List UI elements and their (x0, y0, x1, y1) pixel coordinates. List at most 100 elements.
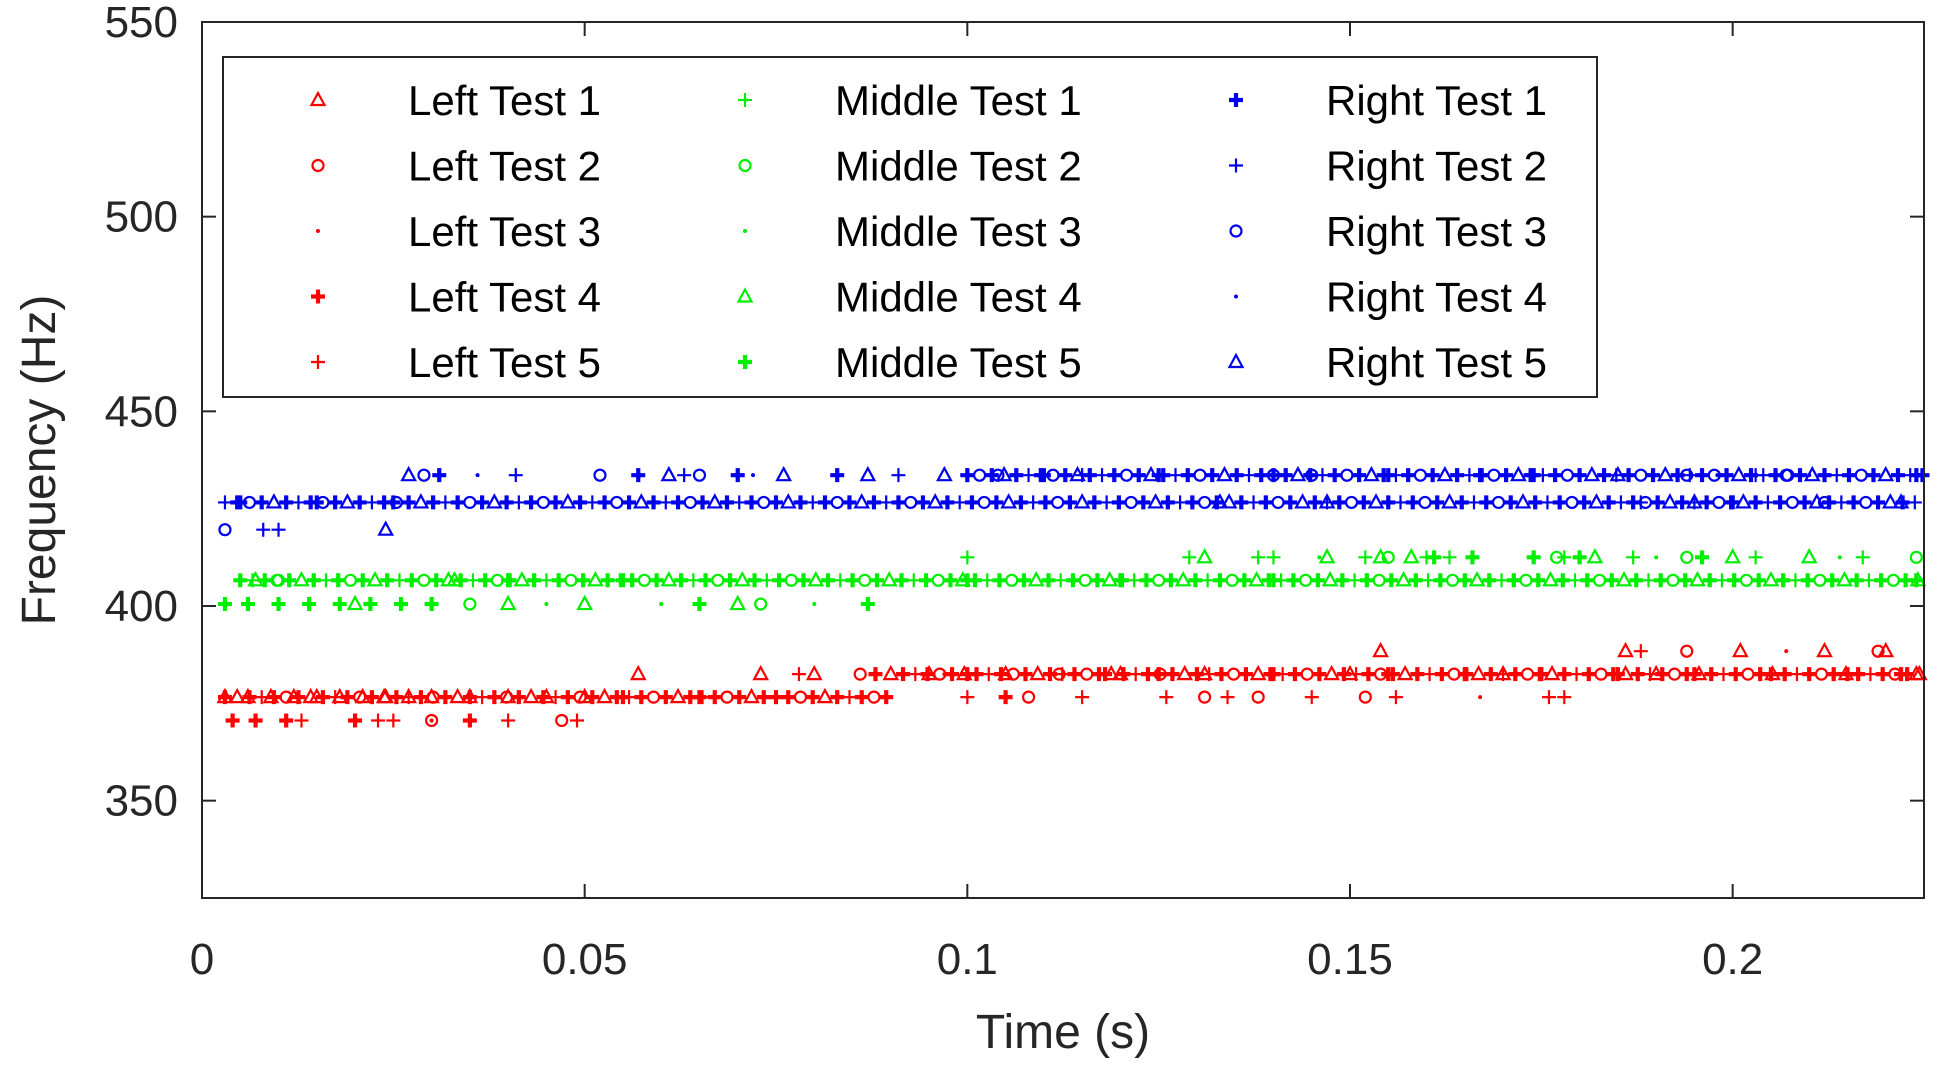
data-point (1646, 468, 1661, 483)
data-point (555, 713, 569, 728)
data-point (660, 465, 678, 482)
x-axis-title: Time (s) (976, 1006, 1150, 1059)
data-point (366, 570, 384, 587)
data-point (1402, 548, 1420, 564)
data-point (1613, 495, 1628, 510)
data-point (615, 690, 630, 705)
data-point (730, 468, 745, 483)
data-point (389, 690, 404, 705)
data-point (538, 687, 555, 704)
data-point (866, 495, 881, 510)
data-point (1506, 573, 1521, 588)
legend: Left Test 1 Left Test 2 Left Test 3 Left Te… (222, 56, 1598, 398)
data-point (1196, 664, 1213, 681)
data-point (1586, 548, 1604, 564)
data-point (960, 690, 975, 705)
data-point (1361, 667, 1376, 682)
data-point (1465, 550, 1480, 565)
data-point (524, 495, 539, 510)
data-point (1730, 465, 1748, 482)
data-point (1834, 495, 1849, 510)
data-point (1401, 468, 1416, 483)
data-point (1441, 493, 1458, 509)
data-point (1286, 573, 1301, 588)
data-point (1113, 573, 1128, 588)
data-point (1266, 468, 1281, 483)
data-point (1310, 573, 1325, 588)
data-point (744, 495, 759, 510)
data-point (1372, 641, 1389, 658)
data-point (1817, 495, 1832, 510)
data-point (1728, 667, 1743, 682)
data-point (759, 573, 774, 588)
data-point (499, 687, 517, 704)
data-point (1875, 667, 1890, 682)
data-point (1776, 573, 1791, 588)
data-point (1118, 473, 1123, 478)
data-point (706, 493, 724, 509)
data-point (1763, 667, 1778, 682)
data-point (1510, 465, 1527, 482)
data-point (1836, 570, 1853, 587)
data-point (992, 573, 1007, 588)
data-point (821, 573, 836, 588)
data-point (1499, 468, 1514, 483)
data-point (997, 664, 1014, 681)
data-point (891, 495, 906, 510)
data-point (1457, 573, 1472, 588)
data-point (853, 667, 867, 681)
data-point (1604, 573, 1619, 588)
data-point (1542, 570, 1559, 587)
data-point (1797, 495, 1812, 510)
data-point (1174, 570, 1192, 587)
data-point (1425, 468, 1440, 483)
data-point (400, 687, 417, 704)
data-point (854, 690, 869, 705)
data-point (1317, 555, 1322, 560)
data-point (339, 493, 356, 509)
data-point (487, 690, 502, 705)
data-point (1908, 664, 1925, 681)
data-point (1680, 468, 1694, 482)
data-point (1205, 468, 1220, 483)
data-point (551, 573, 566, 588)
data-point (1384, 573, 1399, 588)
data-point (775, 465, 792, 482)
data-point (1788, 573, 1803, 588)
data-point (1395, 570, 1412, 587)
data-point (1430, 495, 1445, 510)
data-point (600, 573, 615, 588)
data-point (239, 687, 257, 704)
data-point (793, 495, 808, 510)
data-point (695, 495, 710, 510)
data-point (1266, 667, 1281, 682)
data-point (769, 495, 783, 510)
data-point (1410, 667, 1425, 682)
data-point (1699, 495, 1714, 510)
data-point (1251, 690, 1265, 704)
data-point (1773, 495, 1788, 510)
legend-label: Middle Test 2 (835, 143, 1082, 190)
data-point (1036, 468, 1051, 483)
data-point (413, 690, 428, 705)
data-point (1526, 550, 1541, 565)
data-point (1557, 550, 1572, 565)
data-point (1187, 672, 1192, 677)
data-point (1719, 468, 1734, 483)
data-point (1760, 495, 1775, 510)
data-point (548, 495, 563, 510)
data-point (1151, 468, 1166, 483)
data-point (1289, 465, 1307, 482)
data-point (1018, 667, 1033, 682)
data-point (1053, 573, 1068, 588)
legend-label: Left Test 2 (408, 143, 601, 190)
data-point (629, 664, 647, 681)
data-point (377, 520, 395, 536)
legend-marker (1227, 352, 1245, 369)
data-point (1173, 495, 1188, 510)
data-point (240, 597, 255, 612)
data-point (1725, 495, 1740, 510)
data-point (1653, 573, 1668, 588)
legend-marker (738, 355, 752, 369)
data-point (432, 468, 447, 483)
